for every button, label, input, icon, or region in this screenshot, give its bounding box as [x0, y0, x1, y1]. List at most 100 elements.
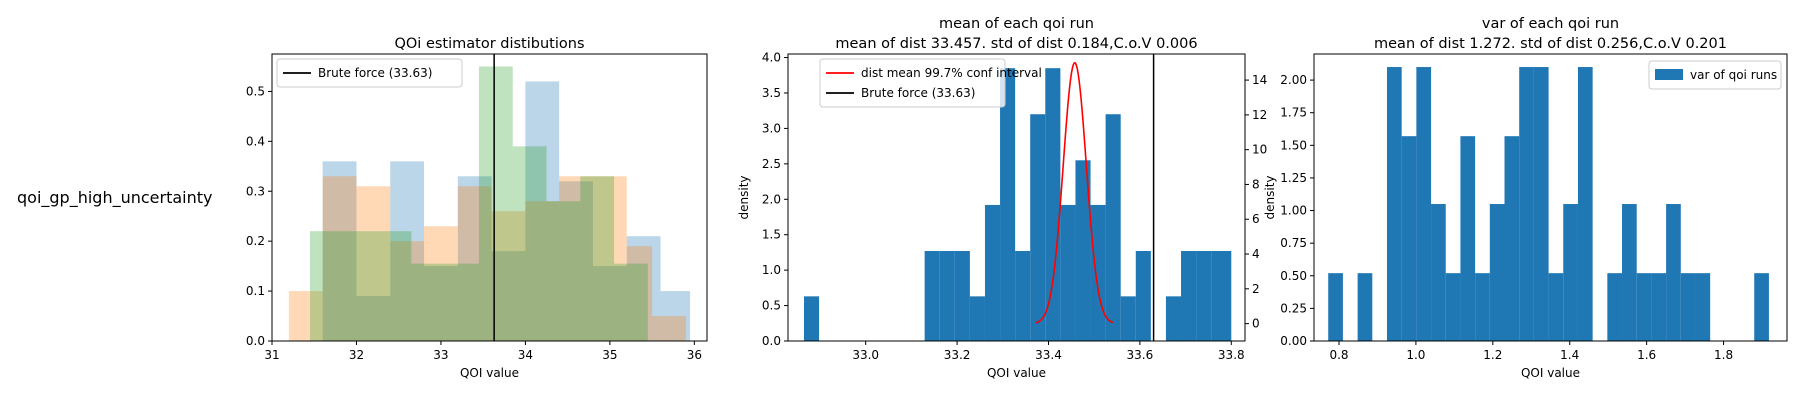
y-axis-label: density	[1263, 176, 1277, 220]
histogram-bar	[457, 186, 492, 341]
legend-box	[819, 58, 1006, 108]
y-tick-label: 0.50	[1280, 269, 1307, 283]
histogram-bar	[1386, 67, 1402, 341]
histogram-bar	[377, 231, 412, 341]
y-tick-label: 0.0	[762, 334, 781, 348]
chart-2: 33.0 33.2 33.4 33.6 33.8 0.0 0.5 1.0 1.5 2.0 2.5 3.…	[737, 16, 1267, 380]
histogram-bar	[1563, 204, 1578, 341]
histogram-bar	[1120, 296, 1136, 341]
histogram-bar	[1431, 204, 1446, 341]
x-tick-label: 0.8	[1329, 348, 1348, 362]
x-axis-label: QOI value	[987, 366, 1046, 380]
histogram-bar	[1030, 114, 1046, 342]
y2-tick-label: 12	[1252, 108, 1267, 122]
histogram-bar	[1135, 251, 1151, 341]
histogram-bar	[614, 263, 648, 341]
chart-title: var of each qoi run	[1482, 16, 1619, 32]
histogram-bar	[1504, 136, 1520, 341]
legend-label: var of qoi runs	[1690, 68, 1777, 82]
legend-box	[276, 58, 463, 88]
y-tick-label: 2.00	[1280, 73, 1307, 87]
y-tick-label: 0.0	[246, 334, 265, 348]
histogram-bar	[939, 251, 955, 341]
x-tick-label: 33.4	[1035, 348, 1062, 362]
y-tick-label: 1.0	[762, 263, 781, 277]
histogram-bar	[1045, 68, 1061, 341]
histogram-bar	[288, 291, 323, 341]
y-tick-label: 1.75	[1280, 106, 1307, 120]
row-label: qoi_gp_high_uncertainty	[17, 188, 213, 207]
chart-subtitle: mean of dist 1.272. std of dist 0.256,C.…	[1374, 36, 1727, 52]
histogram-bar	[1680, 273, 1696, 341]
y-tick-label: 1.5	[762, 228, 781, 242]
y-tick-label: 0.25	[1280, 301, 1307, 315]
y-tick-label: 1.00	[1280, 204, 1307, 218]
y-tick-label: 0.4	[246, 134, 265, 148]
x-tick-label: 33	[433, 348, 448, 362]
histogram-bar	[1651, 273, 1667, 341]
y-tick-label: 0.5	[246, 84, 265, 98]
legend: Brute force (33.63)	[276, 58, 463, 88]
histogram-bar	[1519, 67, 1534, 341]
plot-frame	[271, 53, 708, 342]
histogram-bar	[1475, 273, 1490, 341]
y-tick-label: 1.25	[1280, 171, 1307, 185]
chart-1: 31 32 33 34 35 36 0.0 0.1 0.2 0.3 0.4 0.5 QOI value Q…	[246, 36, 708, 380]
x-axis-label: QOI value	[1521, 366, 1580, 380]
y-tick-label: 1.50	[1280, 138, 1307, 152]
histogram-bar	[984, 204, 1001, 341]
histogram-bar	[1060, 204, 1076, 341]
histogram-bar	[343, 231, 378, 341]
confidence-curve	[1035, 62, 1114, 324]
histogram-bar	[411, 263, 446, 341]
x-tick-label: 33.0	[852, 348, 879, 362]
histogram-bar	[592, 266, 627, 341]
histogram-bar	[660, 291, 691, 341]
y-tick-label: 0.3	[246, 184, 265, 198]
y-tick-label: 0.1	[246, 284, 265, 298]
histogram-bar	[580, 176, 615, 341]
histogram-bar	[1000, 68, 1016, 341]
x-tick-label: 32	[349, 348, 364, 362]
y-tick-label: 0.75	[1280, 236, 1307, 250]
histogram-bar	[592, 176, 627, 341]
x-tick-label: 1.2	[1483, 348, 1502, 362]
y2-tick-label: 0	[1252, 317, 1260, 331]
histogram-bar	[491, 211, 526, 341]
histogram-bar	[1165, 296, 1182, 341]
histogram-bar	[1181, 251, 1197, 341]
legend-label: Brute force (33.63)	[318, 66, 432, 80]
histogram-bar	[491, 251, 526, 341]
histogram-bar	[1015, 251, 1031, 341]
histogram-bar	[1075, 160, 1091, 341]
y2-tick-label: 6	[1252, 212, 1260, 226]
y2-tick-label: 4	[1252, 247, 1260, 261]
histogram-bar	[424, 266, 458, 341]
histogram-bar	[1489, 204, 1505, 341]
x-axis-label: QOI value	[460, 366, 519, 380]
x-tick-label: 35	[602, 348, 617, 362]
histogram-bar	[1533, 67, 1549, 341]
x-tick-label: 1.6	[1637, 348, 1656, 362]
histogram-bar	[356, 186, 391, 341]
chart-title: mean of each qoi run	[939, 16, 1094, 32]
histogram-bar	[1695, 273, 1711, 341]
legend: dist mean 99.7% conf interval Brute force…	[819, 58, 1042, 108]
histogram-bar	[1754, 273, 1769, 341]
histogram-bar	[803, 296, 820, 341]
y-tick-label: 4.0	[762, 51, 781, 65]
histogram-bar	[1090, 204, 1106, 341]
histogram-bar	[310, 231, 344, 341]
y2-tick-label: 10	[1252, 143, 1267, 157]
histogram-bar	[1666, 204, 1681, 341]
y-tick-label: 3.5	[762, 86, 781, 100]
histogram-bar	[322, 176, 357, 341]
legend: var of qoi runs	[1648, 60, 1782, 90]
histogram-bar	[512, 146, 547, 341]
histogram-bar	[1401, 136, 1417, 341]
histogram-bar	[1328, 273, 1343, 341]
histogram-bar	[626, 246, 653, 341]
x-tick-label: 33.6	[1127, 348, 1154, 362]
